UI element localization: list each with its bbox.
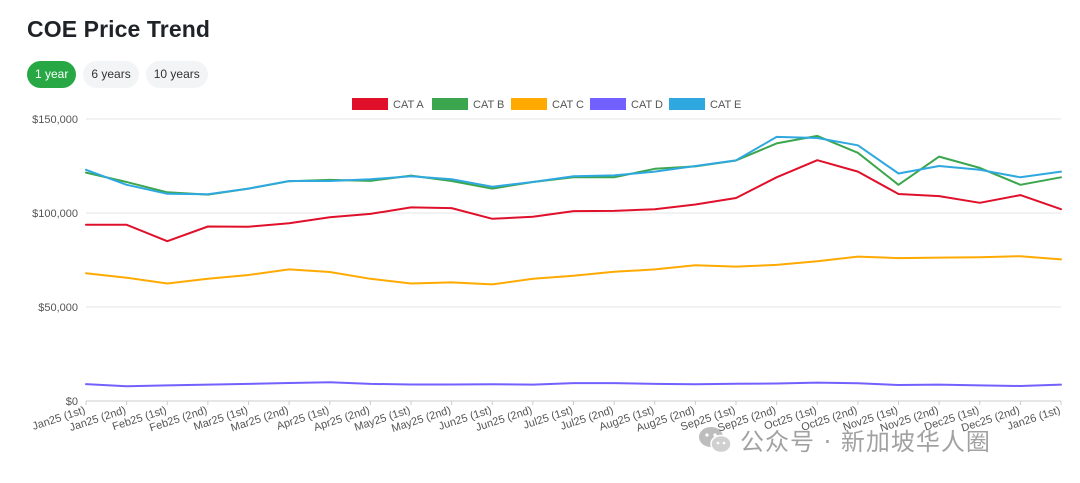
y-tick-label: $0	[66, 396, 78, 408]
coe-line-chart: CAT A CAT B CAT C CAT D CAT E $0 $50,000 $100,…	[31, 98, 1062, 433]
legend-label: CAT A	[393, 99, 424, 111]
chart-grid	[86, 118, 1061, 402]
y-tick-label: $50,000	[38, 302, 78, 314]
watermark: 公众号 · 新加坡华人圈	[698, 422, 991, 457]
range-tab-6-years[interactable]: 6 years	[83, 61, 139, 88]
chart-series	[85, 134, 1062, 388]
legend-item[interactable]: CAT C	[511, 98, 584, 111]
legend-label: CAT E	[710, 99, 741, 111]
page-title: COE Price Trend	[27, 16, 211, 42]
legend-label: CAT D	[631, 99, 663, 111]
legend-swatch	[352, 98, 388, 110]
wechat-icon	[699, 426, 732, 453]
series-line-cat-b	[85, 134, 1062, 196]
range-tab-10-years[interactable]: 10 years	[145, 61, 208, 88]
chart-legend: CAT A CAT B CAT C CAT D CAT E	[352, 98, 741, 111]
legend-label: CAT C	[552, 99, 584, 111]
watermark-text: 公众号 · 新加坡华人圈	[740, 428, 991, 456]
legend-item[interactable]: CAT A	[352, 98, 424, 111]
legend-label: CAT B	[473, 99, 504, 111]
legend-item[interactable]: CAT E	[669, 98, 741, 111]
y-tick-label: $100,000	[32, 208, 78, 220]
legend-swatch	[511, 98, 547, 110]
range-tab-1-year[interactable]: 1 year	[27, 61, 77, 88]
series-line-cat-e	[85, 135, 1062, 196]
series-line-cat-c	[85, 255, 1062, 286]
legend-item[interactable]: CAT B	[432, 98, 504, 111]
range-tabs: 1 year 6 years 10 years	[27, 61, 208, 88]
y-axis: $0 $50,000 $100,000 $150,000	[32, 114, 78, 408]
y-tick-label: $150,000	[32, 114, 78, 126]
series-line-cat-d	[85, 381, 1062, 388]
legend-swatch	[669, 98, 705, 110]
legend-item[interactable]: CAT D	[590, 98, 663, 111]
legend-swatch	[432, 98, 468, 110]
series-line-cat-a	[85, 159, 1062, 243]
legend-swatch	[590, 98, 626, 110]
